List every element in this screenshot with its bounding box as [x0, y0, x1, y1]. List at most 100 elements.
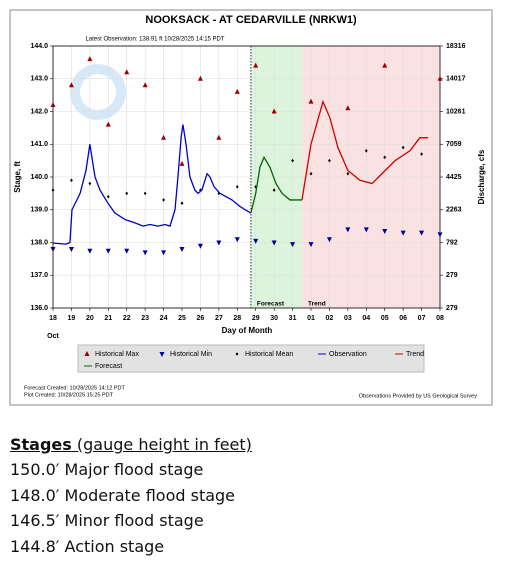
- marker: [159, 352, 165, 357]
- x-tick-label: 26: [197, 315, 205, 322]
- marker: [179, 160, 185, 166]
- x-axis-label: Day of Month: [222, 326, 273, 335]
- marker: [291, 158, 294, 163]
- stages-title: Stages: [10, 435, 72, 454]
- marker: [383, 155, 387, 160]
- x-tick-label: 03: [344, 315, 352, 322]
- marker: [162, 198, 165, 202]
- marker: [87, 56, 93, 62]
- hydrograph: NOOKSACK - AT CEDARVILLE (NRKW1) Latest …: [9, 9, 493, 406]
- series-line: [301, 99, 429, 201]
- marker: [70, 178, 73, 183]
- marker: [179, 247, 185, 253]
- x-tick-label: 30: [270, 315, 278, 322]
- marker: [105, 121, 111, 127]
- y-tick-label: 140.0: [30, 174, 48, 181]
- y-axis-label: Stage, ft: [13, 161, 22, 193]
- y-tick-label: 143.0: [30, 76, 48, 83]
- marker: [419, 230, 425, 236]
- marker: [308, 242, 314, 248]
- x-tick-label: 27: [215, 315, 223, 322]
- footer-source: Observations Provided by US Geological S…: [359, 393, 478, 399]
- y2-tick-label: 7059: [446, 141, 462, 148]
- marker: [271, 108, 277, 114]
- x-tick-label: 02: [326, 315, 334, 322]
- x-tick-label: 19: [68, 315, 76, 322]
- y2-tick-label: 4425: [446, 174, 462, 181]
- subtitle: Latest Observation: 138.91 ft 10/28/2025…: [85, 37, 224, 43]
- x-tick-label: 23: [141, 315, 149, 322]
- marker: [50, 247, 56, 253]
- marker: [142, 82, 148, 88]
- y-tick-label: 144.0: [30, 43, 48, 50]
- marker: [346, 171, 350, 176]
- marker: [401, 145, 405, 150]
- legend-label: Historical Min: [170, 351, 212, 358]
- marker: [161, 250, 167, 256]
- marker: [50, 101, 56, 107]
- marker: [84, 351, 90, 356]
- marker: [216, 240, 222, 246]
- marker: [125, 191, 129, 196]
- marker: [382, 62, 388, 68]
- chart-title: NOOKSACK - AT CEDARVILLE (NRKW1): [145, 14, 357, 26]
- stage-item: 150.0′ Major flood stage: [10, 460, 204, 480]
- y2-axis-label: Discharge, cfs: [477, 149, 486, 204]
- y2-tick-label: 279: [446, 305, 458, 312]
- marker: [234, 88, 240, 94]
- x-tick-label: 31: [289, 315, 297, 322]
- x-tick-label: 06: [399, 315, 407, 322]
- legend-label: Forecast: [95, 363, 122, 370]
- footer-forecast: Forecast Created: 10/28/2025 14:12 PDT: [24, 385, 126, 391]
- marker: [235, 185, 239, 189]
- marker: [87, 248, 93, 254]
- x-tick-label: 28: [233, 315, 241, 322]
- marker: [234, 237, 240, 243]
- marker: [271, 240, 277, 246]
- marker: [143, 191, 147, 196]
- y2-tick-label: 18316: [446, 43, 466, 50]
- x-tick-label: 21: [104, 315, 112, 322]
- marker: [253, 238, 259, 244]
- marker: [308, 98, 314, 104]
- stage-item: 146.5′ Minor flood stage: [10, 511, 204, 531]
- marker: [68, 247, 74, 253]
- marker: [88, 181, 92, 186]
- series-line: [250, 155, 302, 214]
- marker: [68, 82, 74, 88]
- y2-tick-label: 2263: [446, 207, 462, 214]
- marker: [216, 134, 222, 140]
- y2-tick-label: 10261: [446, 108, 466, 115]
- y-tick-label: 141.0: [30, 141, 48, 148]
- x-tick-label: 24: [160, 315, 168, 322]
- stages-heading: Stages (gauge height in feet): [10, 432, 252, 457]
- marker: [364, 149, 368, 153]
- stage-item: 144.8′ Action stage: [10, 536, 165, 556]
- marker: [345, 227, 351, 233]
- stages: Stages (gauge height in feet) 150.0′ Maj…: [10, 432, 252, 559]
- marker: [290, 242, 296, 248]
- marker: [253, 62, 259, 68]
- marker: [400, 230, 406, 236]
- footer-plot: Plot Created: 10/28/2025 15:25 PDT: [24, 392, 114, 398]
- y-tick-label: 138.0: [30, 239, 48, 246]
- x-tick-label: 04: [362, 315, 370, 322]
- y2-tick-label: 792: [446, 239, 458, 246]
- legend-label: Historical Mean: [245, 351, 293, 358]
- marker: [142, 250, 148, 256]
- marker: [161, 134, 167, 140]
- legend-label: Historical Max: [95, 351, 139, 358]
- x-tick-label: 07: [418, 315, 426, 322]
- x-tick-label: 20: [86, 315, 94, 322]
- marker: [106, 194, 110, 199]
- marker: [51, 188, 55, 192]
- marker: [105, 248, 111, 254]
- marker: [345, 105, 351, 111]
- y-tick-label: 142.0: [30, 108, 48, 115]
- marker: [309, 171, 313, 176]
- y-tick-label: 139.0: [30, 207, 48, 214]
- x-tick-label: 05: [381, 315, 389, 322]
- month-label: Oct: [47, 333, 59, 340]
- marker: [180, 201, 184, 205]
